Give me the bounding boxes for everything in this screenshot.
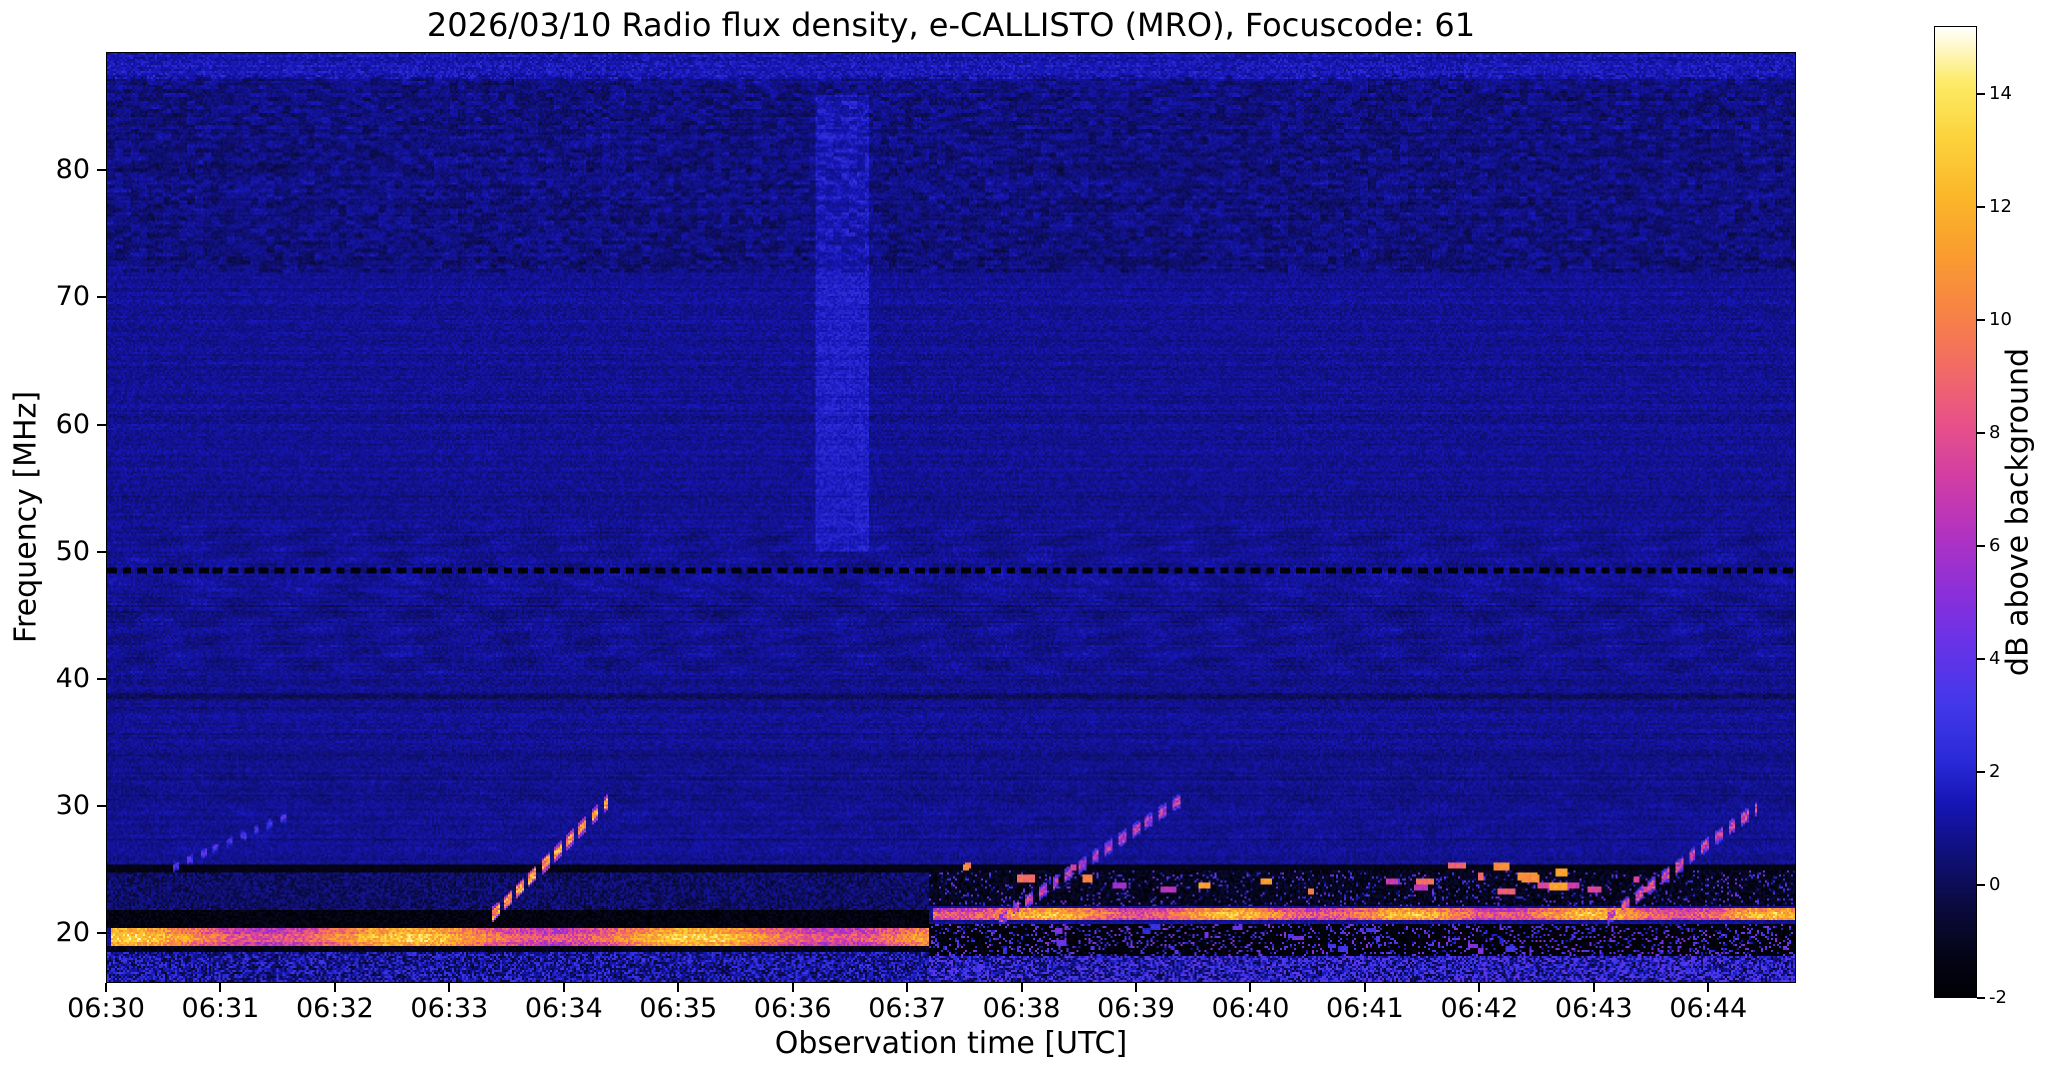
spectrogram-image xyxy=(107,53,1795,982)
plot-area xyxy=(106,52,1796,983)
x-tick-label: 06:32 xyxy=(295,993,374,1024)
y-tick-mark xyxy=(97,805,106,808)
x-tick-label: 06:42 xyxy=(1440,993,1519,1024)
colorbar-tick-mark xyxy=(1977,205,1985,208)
x-tick-mark xyxy=(677,983,680,992)
x-tick-label: 06:31 xyxy=(181,993,260,1024)
colorbar xyxy=(1934,26,1977,998)
colorbar-tick-label: 0 xyxy=(1989,873,2001,895)
colorbar-tick-mark xyxy=(1977,657,1985,660)
y-tick-mark xyxy=(97,678,106,681)
colorbar-tick-mark xyxy=(1977,92,1985,95)
x-tick-label: 06:35 xyxy=(639,993,718,1024)
x-tick-mark xyxy=(1020,983,1023,992)
x-tick-mark xyxy=(1363,983,1366,992)
colorbar-tick-mark xyxy=(1977,997,1985,999)
y-tick-mark xyxy=(97,550,106,553)
y-tick-label: 50 xyxy=(55,535,90,567)
colorbar-label: dB above background xyxy=(2000,347,2036,677)
x-tick-mark xyxy=(791,983,794,992)
x-tick-label: 06:39 xyxy=(1097,993,1175,1024)
y-tick-label: 20 xyxy=(55,917,90,949)
colorbar-tick-label: 6 xyxy=(1989,534,2001,556)
chart-title: 2026/03/10 Radio flux density, e-CALLIST… xyxy=(426,6,1476,44)
x-tick-label: 06:43 xyxy=(1554,993,1633,1024)
x-tick-label: 06:33 xyxy=(410,993,489,1024)
colorbar-tick-mark xyxy=(1977,544,1985,547)
y-tick-label: 30 xyxy=(55,790,90,822)
x-tick-label: 06:30 xyxy=(67,993,145,1024)
x-tick-label: 06:38 xyxy=(982,993,1061,1024)
x-tick-mark xyxy=(219,983,222,992)
y-tick-label: 60 xyxy=(55,408,90,440)
x-tick-label: 06:40 xyxy=(1211,993,1290,1024)
colorbar-tick-label: 10 xyxy=(1989,308,2012,330)
x-tick-mark xyxy=(1135,983,1138,992)
colorbar-tick-label: 8 xyxy=(1989,421,2001,443)
x-tick-mark xyxy=(1478,983,1481,992)
x-tick-mark xyxy=(1707,983,1710,992)
x-tick-mark xyxy=(562,983,565,992)
y-tick-mark xyxy=(97,296,106,299)
colorbar-tick-label: -2 xyxy=(1989,987,2007,1008)
x-tick-label: 06:34 xyxy=(524,993,603,1024)
y-tick-mark xyxy=(97,932,106,935)
colorbar-tick-mark xyxy=(1977,770,1985,773)
x-tick-mark xyxy=(448,983,451,992)
colorbar-tick-label: 4 xyxy=(1989,647,2001,669)
y-tick-label: 40 xyxy=(55,663,90,695)
y-tick-label: 70 xyxy=(55,281,90,313)
colorbar-tick-label: 12 xyxy=(1989,195,2012,217)
y-tick-mark xyxy=(97,423,106,426)
y-tick-label: 80 xyxy=(55,154,90,186)
x-tick-label: 06:41 xyxy=(1326,993,1404,1024)
x-tick-mark xyxy=(906,983,909,992)
colorbar-tick-label: 14 xyxy=(1989,82,2012,104)
x-tick-mark xyxy=(1249,983,1252,992)
x-tick-mark xyxy=(333,983,336,992)
colorbar-tick-mark xyxy=(1977,883,1985,886)
x-axis-label: Observation time [UTC] xyxy=(774,1026,1128,1061)
x-tick-mark xyxy=(1592,983,1595,992)
x-tick-label: 06:37 xyxy=(868,993,947,1024)
colorbar-tick-label: 2 xyxy=(1989,760,2001,782)
x-tick-label: 06:36 xyxy=(753,993,832,1024)
colorbar-tick-mark xyxy=(1977,318,1985,321)
colorbar-tick-mark xyxy=(1977,431,1985,434)
x-tick-label: 06:44 xyxy=(1669,993,1748,1024)
y-tick-mark xyxy=(97,169,106,172)
x-tick-mark xyxy=(105,983,107,992)
